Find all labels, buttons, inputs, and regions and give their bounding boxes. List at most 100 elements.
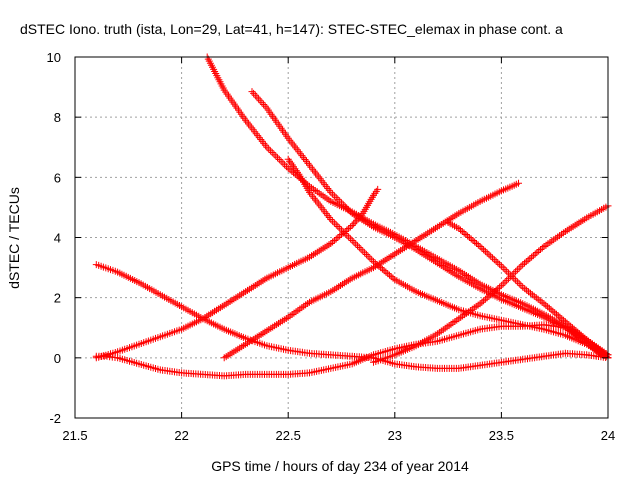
series-6 [248, 88, 612, 359]
data-point-marker [339, 228, 347, 236]
data-point-marker [569, 324, 576, 332]
data-point-marker [508, 273, 516, 281]
data-point-marker [476, 300, 484, 308]
data-point-marker [350, 238, 358, 246]
data-point-marker [268, 149, 276, 156]
y-tick-label: 2 [54, 291, 61, 306]
data-point-marker [515, 179, 522, 187]
data-point-marker [522, 258, 530, 266]
data-series [92, 53, 612, 380]
data-point-marker [510, 274, 518, 282]
data-point-marker [595, 346, 603, 354]
data-point-marker [338, 199, 345, 207]
data-point-marker [324, 185, 332, 192]
y-tick-label: -2 [49, 411, 61, 426]
data-point-marker [371, 259, 379, 267]
data-point-marker [535, 247, 543, 255]
data-point-marker [287, 138, 295, 146]
data-point-marker [506, 271, 514, 279]
data-point-marker [529, 252, 537, 260]
data-point-marker [517, 262, 525, 270]
data-point-marker [272, 152, 280, 160]
data-point-marker [480, 297, 488, 305]
x-tick-label: 23.5 [489, 428, 514, 443]
data-point-marker [517, 281, 525, 289]
data-point-marker [336, 224, 344, 232]
data-point-marker [384, 270, 392, 278]
data-point-marker [524, 256, 532, 264]
data-point-marker [481, 295, 489, 303]
data-point-marker [345, 206, 353, 214]
data-point-marker [332, 235, 340, 243]
data-point-marker [485, 292, 493, 300]
data-point-marker [330, 219, 338, 227]
data-point-marker [341, 230, 349, 237]
data-point-marker [469, 237, 477, 244]
data-point-marker [581, 334, 589, 342]
data-point-marker [490, 256, 498, 264]
data-point-marker [599, 349, 607, 357]
data-point-marker [346, 208, 354, 216]
data-point-marker [490, 288, 498, 296]
data-point-marker [292, 144, 300, 152]
data-point-marker [343, 231, 351, 239]
data-point-marker [359, 247, 367, 255]
data-point-marker [592, 343, 600, 351]
data-point-marker [492, 286, 500, 294]
data-point-marker [483, 249, 491, 257]
data-point-marker [382, 268, 390, 276]
x-tick-label: 22.5 [276, 428, 301, 443]
data-point-marker [572, 327, 580, 335]
data-point-marker [336, 197, 344, 205]
data-point-marker [277, 157, 285, 165]
data-point-marker [523, 286, 531, 294]
data-point-marker [588, 340, 596, 348]
data-point-marker [565, 321, 573, 329]
data-point-marker [334, 234, 342, 241]
data-point-marker [366, 254, 374, 262]
data-point-marker [579, 333, 587, 341]
data-point-marker [547, 306, 555, 314]
data-point-marker [362, 251, 370, 258]
data-point-marker [348, 222, 356, 229]
data-point-marker [321, 208, 329, 216]
data-point-marker [483, 294, 491, 302]
data-point-marker [327, 216, 335, 223]
data-point-marker [351, 218, 359, 226]
data-point-marker [355, 244, 363, 251]
data-point-marker [460, 229, 468, 237]
data-point-marker [590, 342, 598, 350]
data-point-marker [334, 195, 342, 203]
data-point-marker [560, 316, 568, 324]
data-point-marker [286, 166, 294, 174]
data-point-marker [292, 167, 300, 175]
data-point-marker [497, 282, 505, 290]
data-point-marker [473, 240, 480, 247]
data-point-marker [558, 315, 566, 323]
data-point-marker [471, 238, 479, 246]
data-point-marker [306, 161, 313, 169]
data-point-marker [544, 303, 552, 311]
data-point-marker [503, 276, 511, 284]
data-point-marker [561, 318, 569, 326]
data-point-marker [378, 265, 386, 273]
data-point-marker [329, 238, 337, 246]
data-point-marker [373, 261, 381, 269]
data-point-marker [538, 298, 546, 306]
data-point-marker [312, 196, 320, 204]
data-point-marker [310, 167, 318, 175]
data-point-marker [346, 235, 354, 243]
data-point-marker [480, 246, 488, 254]
data-point-marker [251, 91, 259, 99]
data-point-marker [357, 245, 365, 253]
data-point-marker [521, 259, 528, 267]
data-point-marker [553, 310, 560, 318]
data-point-marker [458, 228, 466, 235]
x-axis-title: GPS time / hours of day 234 of year 2014 [211, 458, 469, 474]
data-point-marker [261, 102, 269, 110]
data-point-marker [455, 225, 463, 232]
series-7 [284, 155, 612, 362]
data-point-marker [256, 97, 264, 105]
